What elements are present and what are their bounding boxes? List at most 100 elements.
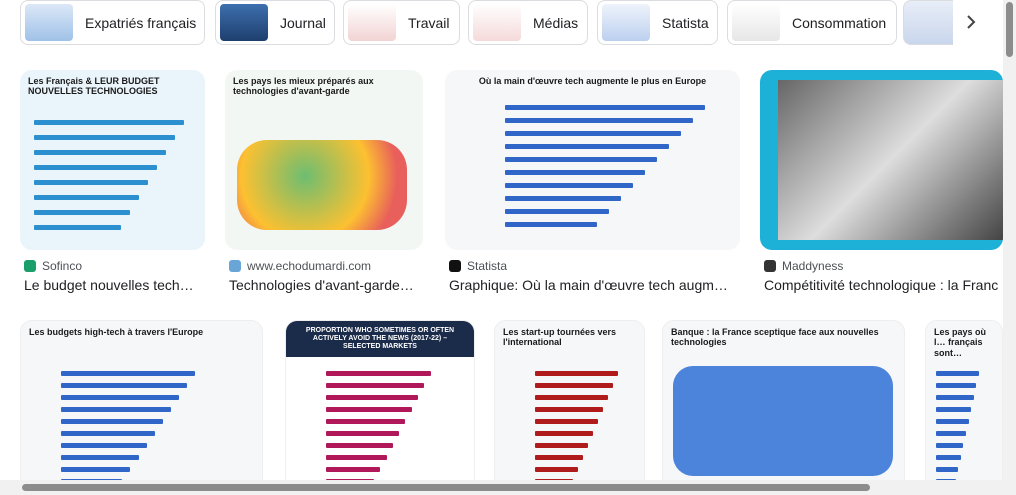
result-image[interactable]: Les budgets high-tech à travers l'Europe: [20, 320, 263, 495]
image-bar: [34, 180, 148, 185]
image-bar: [61, 371, 195, 376]
result-source[interactable]: Maddyness: [764, 259, 1007, 273]
image-bar: [535, 395, 609, 400]
source-icon: [449, 260, 461, 272]
arrow-icon: [967, 15, 976, 29]
chip-thumbnail: [732, 4, 780, 41]
chip-label: Statista: [662, 14, 709, 31]
filter-chip[interactable]: Expatriés français: [20, 0, 205, 45]
result-image[interactable]: Où la main d'œuvre tech augmente le plus…: [445, 70, 740, 250]
image-bar: [326, 455, 387, 460]
image-bar: [61, 383, 187, 388]
image-bar: [34, 210, 130, 215]
image-heading: Les Français & LEUR BUDGET NOUVELLES TEC…: [28, 76, 160, 97]
image-bar: [326, 467, 381, 472]
image-bar: [61, 467, 131, 472]
image-bar: [505, 222, 597, 227]
image-bar: [505, 118, 693, 123]
filter-chip[interactable]: Travail: [343, 0, 460, 45]
result-image[interactable]: PROPORTION WHO SOMETIMES OR OFTEN ACTIVE…: [285, 320, 475, 495]
image-bar: [326, 407, 412, 412]
image-bar: [326, 443, 393, 448]
result-title[interactable]: Compétitivité technologique : la Franc: [764, 277, 999, 293]
result-title[interactable]: Graphique: Où la main d'œuvre tech augm…: [449, 277, 728, 293]
image-bar: [326, 419, 406, 424]
image-bar: [936, 371, 979, 376]
image-bar: [535, 467, 579, 472]
source-name: Maddyness: [782, 259, 844, 273]
source-name: Statista: [467, 259, 508, 273]
image-heading: Où la main d'œuvre tech augmente le plus…: [478, 76, 707, 86]
chip-label: Médias: [533, 14, 579, 31]
result-image[interactable]: Les pays les mieux préparés aux technolo…: [225, 70, 423, 250]
chip-label: Consommation: [792, 14, 887, 31]
image-bar: [34, 135, 175, 140]
chip-label: Journal: [280, 14, 326, 31]
image-bar: [535, 419, 599, 424]
filter-chip[interactable]: Médias: [468, 0, 588, 45]
result-image[interactable]: [760, 70, 1003, 250]
image-bar: [34, 165, 157, 170]
chip-thumbnail: [348, 4, 396, 41]
chip-thumbnail: [473, 4, 521, 41]
image-bar: [535, 455, 584, 460]
chip-label: Travail: [408, 14, 450, 31]
result-source[interactable]: Statista: [449, 259, 744, 273]
source-name: Sofinco: [42, 259, 83, 273]
image-heading: Les pays les mieux préparés aux technolo…: [233, 76, 374, 97]
image-map: [673, 366, 893, 476]
image-bar: [535, 443, 589, 448]
image-bar: [34, 195, 139, 200]
image-bar: [936, 455, 961, 460]
image-bar: [326, 383, 425, 388]
filter-chip[interactable]: Journal: [215, 0, 335, 45]
image-map: [237, 140, 407, 230]
image-bar: [61, 395, 179, 400]
image-bar: [34, 120, 184, 125]
result-image[interactable]: Les Français & LEUR BUDGET NOUVELLES TEC…: [20, 70, 205, 250]
result-image[interactable]: Les start-up tournées vers l'internation…: [494, 320, 645, 495]
image-bar: [505, 196, 621, 201]
image-bar: [326, 395, 418, 400]
image-bar: [936, 383, 977, 388]
result-source[interactable]: www.echodumardi.com: [229, 259, 427, 273]
next-arrow[interactable]: [955, 6, 987, 38]
image-bar: [936, 467, 959, 472]
image-bar: [505, 170, 645, 175]
v-scroll-thumb[interactable]: [1006, 2, 1013, 57]
image-bar: [535, 431, 594, 436]
result-image[interactable]: Les pays où l… français sont…: [925, 320, 1003, 495]
image-photo: [778, 80, 1003, 240]
image-bar: [326, 431, 400, 436]
image-bar: [61, 431, 155, 436]
h-scroll-thumb[interactable]: [22, 484, 870, 491]
chip-partial[interactable]: [903, 0, 953, 45]
result-title[interactable]: Le budget nouvelles tech…: [24, 277, 194, 293]
image-bar: [535, 383, 614, 388]
image-bar: [505, 105, 705, 110]
chip-thumbnail: [25, 4, 73, 41]
image-bar: [34, 150, 166, 155]
image-bar: [936, 395, 974, 400]
source-icon: [229, 260, 241, 272]
result-title[interactable]: Technologies d'avant-garde…: [229, 277, 414, 293]
image-heading: Banque : la France sceptique face aux no…: [671, 327, 879, 348]
image-bar: [505, 183, 633, 188]
image-heading: Les budgets high-tech à travers l'Europe: [29, 327, 204, 337]
filter-chip[interactable]: Consommation: [727, 0, 897, 45]
image-bar: [505, 157, 657, 162]
chip-thumbnail: [220, 4, 268, 41]
v-scrollbar[interactable]: [1003, 0, 1016, 480]
filter-chip[interactable]: Statista: [597, 0, 718, 45]
image-bar: [936, 431, 967, 436]
image-bar: [505, 144, 669, 149]
image-heading: Les pays où l… français sont…: [934, 327, 987, 358]
result-source[interactable]: Sofinco: [24, 259, 209, 273]
result-image[interactable]: Banque : la France sceptique face aux no…: [662, 320, 905, 495]
image-bar: [535, 407, 604, 412]
h-scrollbar[interactable]: [0, 480, 1016, 495]
chip-label: Expatriés français: [85, 14, 197, 31]
image-heading: Les start-up tournées vers l'internation…: [503, 327, 617, 348]
